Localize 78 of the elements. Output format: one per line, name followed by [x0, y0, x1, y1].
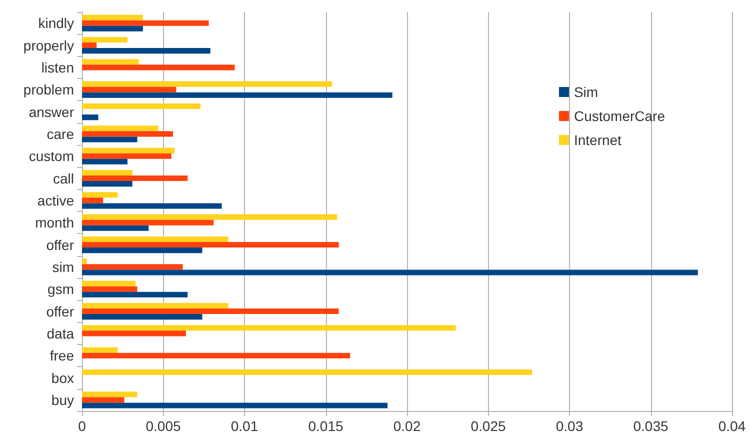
x-tick-label: 0.015	[308, 418, 344, 434]
bar	[82, 225, 149, 231]
bar	[82, 175, 188, 182]
bar	[82, 26, 143, 32]
x-tick-label: 0.035	[633, 418, 668, 434]
bar	[82, 153, 172, 159]
bar	[82, 114, 98, 120]
bar	[82, 270, 698, 276]
bar	[82, 64, 235, 70]
bar	[82, 131, 173, 137]
bar	[82, 136, 138, 142]
bar	[82, 258, 87, 264]
bar	[82, 302, 228, 308]
x-tick-label: 0.025	[470, 418, 506, 434]
bar	[82, 170, 132, 176]
y-tick-label: data	[46, 325, 74, 342]
y-tick-label: custom	[28, 148, 74, 164]
bar	[82, 214, 338, 220]
bar	[82, 92, 392, 98]
bar	[82, 86, 176, 92]
bar	[82, 103, 201, 109]
y-tick-label: free	[50, 348, 74, 364]
bar	[82, 20, 209, 26]
bar	[82, 397, 124, 403]
bar	[82, 181, 132, 187]
y-tick-label: offer	[46, 303, 74, 320]
bar	[82, 308, 339, 314]
bar	[82, 352, 350, 358]
y-tick-label: gsm	[48, 281, 74, 298]
bar	[82, 347, 118, 353]
bar	[82, 264, 183, 270]
x-tick-label: 0.02	[393, 418, 421, 434]
y-tick-label: answer	[28, 104, 74, 120]
bar	[82, 330, 186, 336]
bar	[82, 248, 202, 254]
y-tick-label: kindly	[38, 15, 74, 32]
y-tick-label: month	[35, 214, 74, 231]
bar	[82, 48, 210, 54]
bar	[82, 280, 136, 286]
bar	[82, 286, 138, 292]
bar	[82, 158, 128, 164]
x-tick-label: 0.03	[556, 418, 584, 434]
y-tick-label: active	[37, 192, 74, 208]
y-tick-label: sim	[52, 258, 74, 275]
y-tick-label: care	[46, 126, 74, 142]
bar	[82, 325, 456, 331]
y-tick-label: offer	[46, 236, 74, 253]
bar	[82, 59, 139, 65]
bar	[82, 14, 143, 20]
bar	[82, 242, 339, 248]
bar	[82, 236, 228, 242]
bar	[82, 203, 222, 209]
x-tick-label: 0.04	[718, 418, 746, 434]
x-tick-label: 0.005	[146, 418, 181, 434]
bar	[82, 369, 532, 375]
bar	[82, 198, 104, 204]
bar	[82, 36, 128, 42]
y-tick-label: properly	[23, 37, 74, 54]
y-tick-label: buy	[51, 392, 74, 408]
bar	[82, 42, 97, 48]
bar	[82, 148, 175, 154]
bar	[82, 402, 388, 408]
bar	[82, 126, 158, 132]
legend-label: Internet	[574, 132, 622, 148]
bar	[82, 292, 188, 298]
y-tick-label: listen	[41, 59, 74, 76]
x-tick-label: 0	[78, 418, 86, 434]
x-tick-label: 0.01	[230, 418, 258, 434]
bar	[82, 314, 202, 320]
bar	[82, 81, 332, 87]
y-tick-label: problem	[23, 82, 74, 98]
legend-label: CustomerCare	[574, 108, 666, 124]
y-tick-label: call	[52, 170, 74, 186]
bar	[82, 392, 138, 398]
bar	[82, 220, 214, 226]
y-tick-label: box	[51, 370, 74, 386]
legend-label: Sim	[574, 84, 598, 100]
bar	[82, 192, 118, 198]
